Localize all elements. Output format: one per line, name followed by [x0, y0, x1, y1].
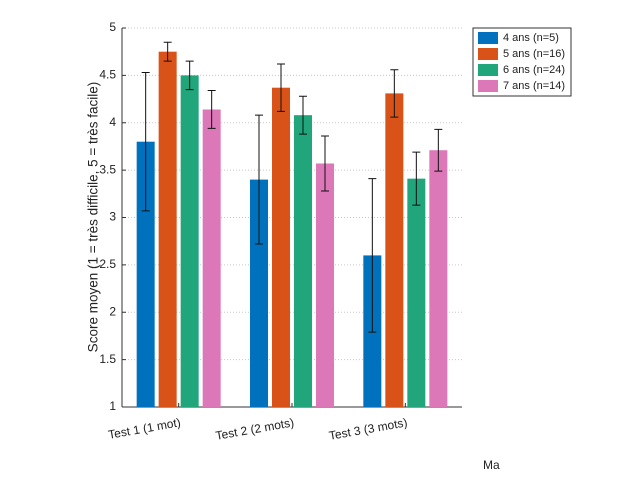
error-bar	[434, 128, 443, 172]
y-tick-label: 3	[109, 210, 116, 224]
y-tick-label: 2	[109, 304, 116, 318]
bar	[294, 115, 312, 408]
x-tick-label: Test 2 (2 mots)	[214, 415, 295, 443]
error-bar	[277, 63, 285, 112]
error-bar	[255, 114, 263, 245]
legend-label: 5 ans (n=16)	[503, 48, 565, 60]
bar	[385, 93, 404, 407]
y-tick-label: 5	[109, 20, 116, 34]
bar	[202, 109, 221, 408]
bar	[407, 178, 426, 407]
legend-label: 4 ans (n=5)	[503, 32, 559, 44]
bar	[316, 163, 334, 407]
legend-label: 7 ans (n=14)	[503, 80, 565, 92]
y-axis-label: Score moyen (1 = très difficile, 5 = trè…	[86, 82, 101, 353]
error-bar	[299, 95, 307, 135]
error-bar	[207, 90, 216, 129]
error-bar	[141, 72, 150, 212]
y-tick-label: 3.5	[99, 162, 116, 176]
legend-swatch	[478, 32, 498, 44]
error-bar	[412, 151, 421, 206]
y-tick-label: 1	[109, 399, 116, 413]
legend-swatch	[478, 64, 498, 76]
error-bar	[390, 69, 399, 118]
annotation: Ma	[483, 458, 500, 472]
error-bar	[321, 135, 329, 192]
bar	[429, 150, 448, 408]
bar	[272, 87, 290, 407]
legend-swatch	[478, 48, 498, 60]
bar	[136, 141, 155, 407]
x-tick-label: Test 3 (3 mots)	[328, 415, 409, 443]
error-bar	[163, 41, 172, 62]
y-tick-label: 2.5	[99, 257, 116, 271]
bar	[250, 179, 268, 407]
bar	[180, 75, 199, 407]
legend-swatch	[478, 80, 498, 92]
bar	[158, 51, 177, 407]
x-tick-label: Test 1 (1 mot)	[107, 415, 182, 442]
y-tick-label: 4	[109, 115, 116, 129]
y-tick-label: 1.5	[99, 352, 116, 366]
legend-label: 6 ans (n=24)	[503, 64, 565, 76]
error-bar	[368, 178, 377, 333]
error-bar	[185, 60, 194, 91]
y-tick-label: 4.5	[99, 68, 116, 82]
